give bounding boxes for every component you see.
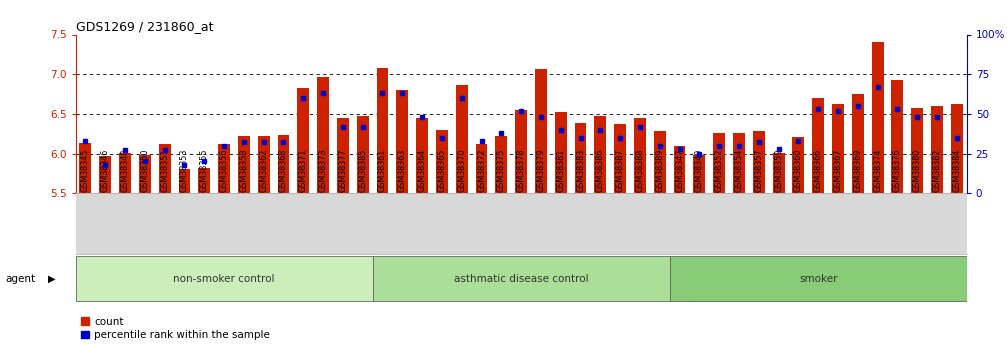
Bar — [278, 135, 289, 193]
Legend: count, percentile rank within the sample: count, percentile rank within the sample — [81, 317, 270, 340]
Bar — [594, 116, 606, 193]
Bar — [634, 118, 645, 193]
Bar — [317, 77, 329, 193]
Bar — [793, 137, 805, 193]
Bar — [119, 153, 131, 193]
Bar — [516, 110, 527, 193]
Bar — [238, 136, 250, 193]
Bar — [575, 124, 586, 193]
FancyBboxPatch shape — [670, 256, 967, 301]
Bar — [535, 69, 547, 193]
Bar — [416, 118, 428, 193]
Bar — [911, 108, 923, 193]
Bar — [337, 118, 348, 193]
Bar — [772, 153, 784, 193]
Bar — [654, 131, 666, 193]
Bar — [139, 155, 151, 193]
Bar — [297, 88, 309, 193]
Bar — [931, 106, 943, 193]
FancyBboxPatch shape — [373, 256, 670, 301]
Bar — [198, 168, 210, 193]
Bar — [80, 143, 92, 193]
Bar — [178, 169, 190, 193]
Bar — [614, 124, 626, 193]
Bar — [872, 42, 883, 193]
Bar — [852, 94, 864, 193]
Text: agent: agent — [5, 274, 35, 284]
Text: ▶: ▶ — [48, 274, 55, 284]
Bar — [813, 98, 824, 193]
Bar — [694, 155, 705, 193]
Bar — [832, 104, 844, 193]
Bar — [436, 130, 448, 193]
Bar — [753, 131, 764, 193]
Bar — [951, 104, 963, 193]
Bar — [377, 68, 389, 193]
FancyBboxPatch shape — [76, 256, 373, 301]
Bar — [356, 116, 369, 193]
Bar — [456, 85, 467, 193]
Bar — [159, 144, 170, 193]
Bar — [495, 136, 508, 193]
Bar — [397, 90, 408, 193]
Text: GDS1269 / 231860_at: GDS1269 / 231860_at — [76, 20, 213, 33]
Bar — [674, 146, 686, 193]
Bar — [891, 80, 903, 193]
Text: smoker: smoker — [799, 274, 838, 284]
Bar — [733, 133, 745, 193]
Text: asthmatic disease control: asthmatic disease control — [454, 274, 588, 284]
Bar — [555, 112, 567, 193]
Bar — [475, 144, 487, 193]
Text: non-smoker control: non-smoker control — [173, 274, 275, 284]
Bar — [219, 144, 230, 193]
Bar — [100, 156, 111, 193]
Bar — [258, 136, 270, 193]
Bar — [713, 133, 725, 193]
